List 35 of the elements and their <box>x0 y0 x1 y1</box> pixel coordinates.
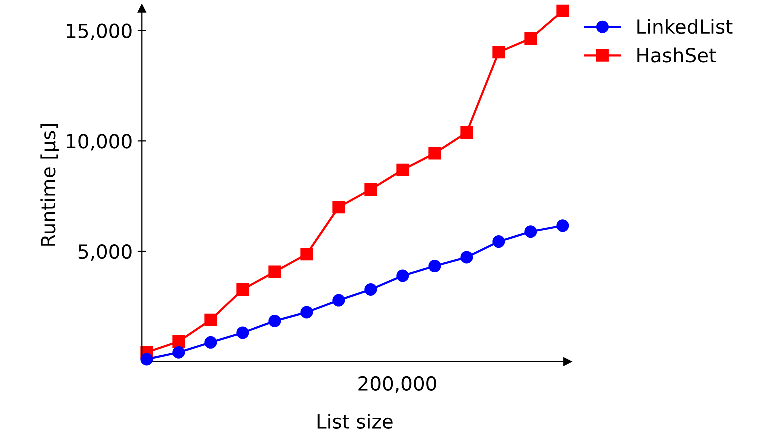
x-axis-title: List size <box>318 414 393 430</box>
point <box>300 248 314 261</box>
point <box>300 306 314 319</box>
point <box>204 314 218 326</box>
point <box>396 270 410 282</box>
point <box>428 147 442 160</box>
point <box>364 283 378 296</box>
point <box>492 236 506 248</box>
point <box>172 346 186 359</box>
point <box>140 353 154 366</box>
text: 200,000 <box>358 376 436 394</box>
point <box>332 201 346 214</box>
y-axis-title: Runtime [μs] <box>40 124 60 246</box>
point <box>492 46 506 59</box>
point <box>236 326 250 340</box>
point <box>460 251 474 264</box>
point <box>268 315 282 328</box>
point <box>236 283 250 296</box>
point <box>556 220 570 232</box>
y-tick-label: 15,000 <box>67 24 132 40</box>
point <box>268 266 282 278</box>
point <box>524 226 538 238</box>
point <box>204 336 218 349</box>
point <box>396 164 410 176</box>
point <box>460 126 474 140</box>
point <box>364 183 378 196</box>
point <box>172 336 186 348</box>
legend-label: LinkedList <box>638 19 733 34</box>
point <box>332 294 346 307</box>
point <box>556 4 570 18</box>
point <box>428 260 442 273</box>
y-tick-label: 10,000 <box>67 134 132 151</box>
point <box>524 32 538 45</box>
legend-label: HashSet <box>638 48 716 63</box>
y-tick-label: 5,000 <box>78 244 132 262</box>
